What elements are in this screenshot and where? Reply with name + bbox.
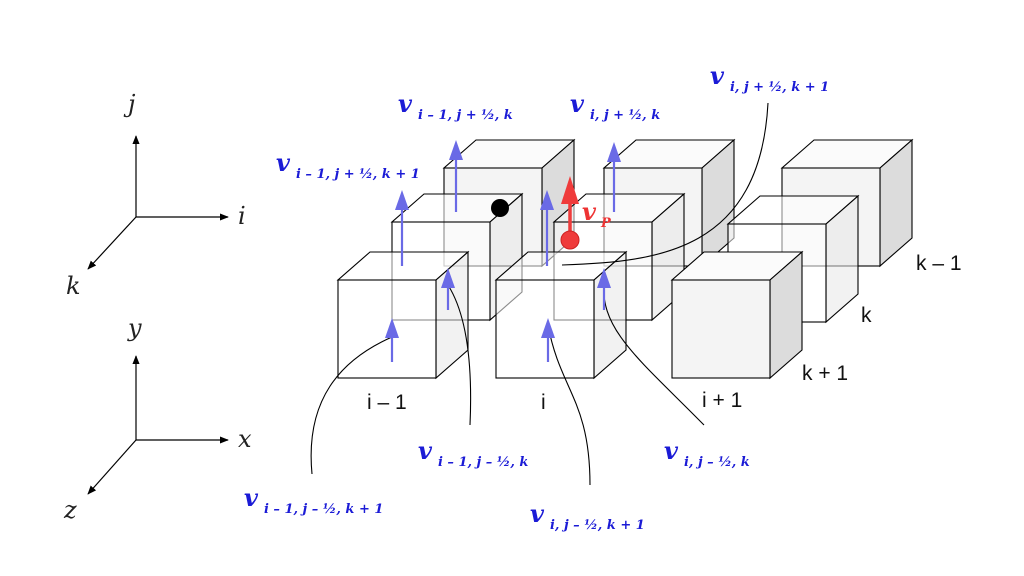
label-v-i-jmh-kp1: v i, j – ½, k + 1	[530, 499, 645, 533]
arrow-v-i-jmh-kp1	[541, 318, 555, 362]
label-v-sub: i, j – ½, k + 1	[550, 518, 645, 533]
cell-ip1-k+1	[670, 250, 804, 380]
cube-front-face	[671, 279, 771, 379]
arrow-head	[395, 190, 409, 210]
label-v-main: v	[276, 148, 291, 177]
label-v-i-jph-k: v i, j + ½, k	[570, 89, 660, 123]
cell-i-k-1	[602, 138, 736, 268]
label-v-main: v	[664, 436, 679, 465]
arrow-v-im1-jph-k	[449, 140, 463, 212]
label-v-sub: i – 1, j – ½, k + 1	[264, 502, 383, 517]
col-label-i-minus-1: i – 1	[367, 391, 407, 414]
label-v-particle: v P	[582, 197, 612, 231]
arrow-head	[607, 142, 621, 162]
label-v-main: v	[244, 483, 259, 512]
label-v-sub: i, j – ½, k	[684, 455, 750, 470]
axis-label-x: x	[238, 425, 252, 453]
label-v-im1-jmh-kp1: v i – 1, j – ½, k + 1	[244, 483, 383, 517]
label-v-i-jmh-k: v i, j – ½, k	[664, 436, 750, 470]
arrow-head	[540, 190, 554, 210]
depth-label-k: k	[861, 304, 872, 327]
depth-label-k-minus-1: k – 1	[916, 252, 962, 275]
particle-dot	[560, 230, 580, 250]
label-v-main: v	[570, 89, 585, 118]
arrow-v-im1-jph-kp1	[395, 190, 409, 266]
arrow-v-i-jph-k	[607, 142, 621, 212]
arrow-head	[449, 140, 463, 160]
arrow-v-i-jph-kp1	[540, 190, 554, 266]
label-v-im1-jph-kp1: v i – 1, j + ½, k + 1	[276, 148, 420, 182]
label-vp-sub: P	[600, 216, 612, 231]
arrow-head	[385, 318, 399, 338]
arrow-v-i-jmh-k	[597, 268, 611, 310]
index-axes: j i k	[66, 90, 246, 300]
cube-front-face	[337, 279, 437, 379]
cell-labels: i – 1 i i + 1 k – 1 k k + 1	[367, 252, 962, 414]
label-v-sub: i – 1, j + ½, k + 1	[296, 167, 420, 182]
arrow-head	[541, 318, 555, 338]
axis-label-j: j	[123, 90, 136, 118]
arrow-v-im1-jmh-kp1	[385, 318, 399, 362]
label-vp-main: v	[582, 197, 597, 226]
spatial-axes: y x z	[63, 314, 252, 524]
arrow-head	[441, 268, 455, 288]
arrow-head	[597, 268, 611, 288]
label-v-i-jph-kp1: v i, j + ½, k + 1	[710, 61, 829, 95]
label-v-sub: i – 1, j + ½, k	[418, 108, 513, 123]
label-v-sub: i, j + ½, k + 1	[730, 80, 829, 95]
depth-label-k-plus-1: k + 1	[802, 362, 848, 385]
axis-label-k: k	[66, 272, 81, 300]
cell-i-k+1	[494, 250, 628, 380]
axis-label-y: y	[127, 314, 142, 342]
cell-im1-k+1	[336, 250, 470, 380]
label-v-main: v	[710, 61, 725, 90]
col-label-i-plus-1: i + 1	[702, 389, 742, 412]
axis-label-i: i	[238, 202, 246, 230]
cell-grid	[336, 138, 914, 380]
particle-velocity-head	[561, 176, 579, 204]
velocity-labels: v i – 1, j + ½, k v i, j + ½, k v i, j +…	[244, 61, 829, 533]
leader-v-i-jmh-kp1	[547, 324, 591, 486]
leader-v-im1-jmh-kp1	[310, 336, 393, 475]
col-label-i: i	[541, 391, 546, 414]
label-v-main: v	[530, 499, 545, 528]
leader-v-im1-jmh-k	[447, 284, 472, 426]
label-v-main: v	[418, 436, 433, 465]
label-v-sub: i – 1, j – ½, k	[438, 455, 528, 470]
label-v-im1-jph-k: v i – 1, j + ½, k	[398, 89, 513, 123]
leader-v-i-jph-kp1	[561, 102, 769, 266]
particle-p	[560, 176, 580, 250]
label-v-im1-jmh-k: v i – 1, j – ½, k	[418, 436, 528, 470]
label-leaders	[310, 102, 769, 486]
grid-node-dot	[491, 199, 509, 217]
label-v-main: v	[398, 89, 413, 118]
velocity-arrows	[385, 140, 621, 362]
arrow-v-im1-jmh-k	[441, 268, 455, 310]
axis-label-z: z	[63, 496, 77, 524]
label-v-sub: i, j + ½, k	[590, 108, 660, 123]
